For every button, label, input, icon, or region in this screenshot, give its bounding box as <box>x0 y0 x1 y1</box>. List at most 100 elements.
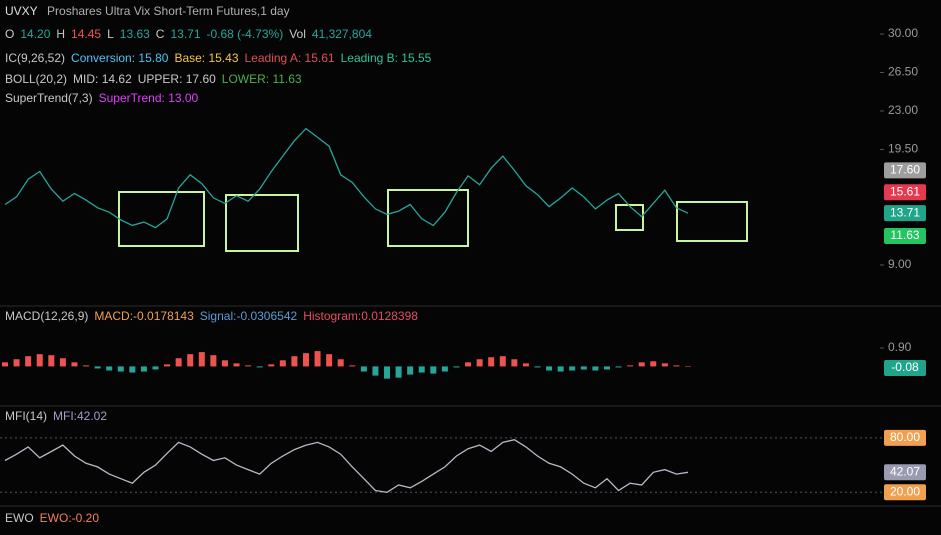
legend-text: UPPER: 17.60 <box>137 72 216 86</box>
legend-text: Leading B: 15.55 <box>340 51 432 65</box>
histogram-bar <box>615 366 622 368</box>
histogram-bar <box>36 354 43 367</box>
legend-row: MFI(14) MFI:42.02 <box>5 409 113 423</box>
histogram-bar <box>314 351 321 367</box>
annotation-box <box>676 201 748 242</box>
histogram-bar <box>140 366 147 372</box>
histogram-bar <box>465 362 472 367</box>
y-tick-label: 9.00 <box>888 257 912 271</box>
histogram-bar <box>638 362 645 367</box>
legend-text: SuperTrend: 13.00 <box>98 91 199 105</box>
annotation-box <box>387 189 469 247</box>
histogram-bar <box>511 359 518 367</box>
series-line <box>4 439 689 493</box>
title: Proshares Ultra Vix Short-Term Futures,1… <box>47 4 290 18</box>
histogram-bar <box>522 363 529 367</box>
histogram-bar <box>476 359 483 367</box>
histogram-bar <box>546 366 553 371</box>
price-badge-label: 20.00 <box>890 484 920 498</box>
histogram-bar <box>661 363 668 367</box>
legend-row: IC(9,26,52) Conversion: 15.80 Base: 15.43 L… <box>5 51 437 65</box>
annotation-box <box>225 194 299 252</box>
legend-text: Leading A: 15.61 <box>244 51 335 65</box>
histogram-bar <box>221 360 228 367</box>
header: UVXY Proshares Ultra Vix Short-Term Futu… <box>5 4 296 18</box>
price-badge <box>884 360 926 377</box>
legend-text: 14.45 <box>71 27 102 41</box>
price-badge <box>884 162 926 179</box>
histogram-bar <box>175 358 182 367</box>
price-badge-label: 42.07 <box>890 464 920 478</box>
legend-text: SuperTrend(7,3) <box>5 91 93 105</box>
histogram-bar <box>129 366 136 373</box>
histogram-bar <box>453 366 460 368</box>
histogram-bar <box>245 365 252 367</box>
y-tick-label: 26.50 <box>888 65 918 79</box>
price-badge-label: 11.63 <box>890 228 919 242</box>
histogram-bar <box>152 366 159 370</box>
histogram-bar <box>499 356 506 367</box>
legend-text: H <box>56 27 66 41</box>
y-tick-label: 23.00 <box>888 103 918 117</box>
histogram-bar <box>48 355 55 367</box>
histogram-bar <box>71 362 78 367</box>
histogram-bar <box>349 365 356 367</box>
histogram-bar <box>117 366 124 372</box>
histogram-bar <box>557 366 564 372</box>
histogram-bar <box>83 365 90 367</box>
histogram-bar <box>164 364 171 367</box>
legend-text: 41,327,804 <box>311 27 372 41</box>
legend-text: Base: 15.43 <box>174 51 239 65</box>
legend-text: L <box>107 27 114 41</box>
legend-text: MFI:42.02 <box>53 409 108 423</box>
legend-text: Histogram:0.0128398 <box>303 309 418 323</box>
histogram-bar <box>650 361 657 367</box>
histogram-bar <box>488 357 495 367</box>
histogram-bar <box>13 359 20 367</box>
histogram-bar <box>407 366 414 375</box>
histogram-bar <box>592 366 599 371</box>
histogram-bar <box>360 366 367 372</box>
legend-row: BOLL(20,2) MID: 14.62 UPPER: 17.60 LOWER: 1… <box>5 72 308 86</box>
histogram-bar <box>268 364 275 367</box>
price-badge-label: 15.61 <box>890 184 920 198</box>
legend-text: C <box>155 27 165 41</box>
price-badge-label: -0.08 <box>891 360 919 374</box>
price-badge <box>884 464 926 481</box>
price-badge <box>884 205 926 222</box>
annotation-boxes <box>118 189 748 252</box>
histogram-bar <box>59 358 66 367</box>
legend-text: MACD:-0.0178143 <box>94 309 194 323</box>
histogram-bar <box>256 366 263 368</box>
price-badge <box>884 429 926 446</box>
histogram-bar <box>302 353 309 367</box>
histogram-bar <box>418 366 425 373</box>
legend-text: LOWER: 11.63 <box>221 72 302 86</box>
annotation-box <box>615 204 644 231</box>
legend-row: O 14.20 H 14.45 L 13.63 C 13.71 -0.68 (-4.73%) Vo… <box>5 27 378 41</box>
histogram-bar <box>210 355 217 367</box>
histogram-bar <box>441 366 448 372</box>
legend-row: MACD(12,26,9) MACD:-0.0178143 Signal:-0.03… <box>5 309 424 323</box>
legend-text: MACD(12,26,9) <box>5 309 89 323</box>
price-badge <box>884 228 926 245</box>
legend-text: EWO <box>5 511 34 525</box>
histogram-bar <box>384 366 391 379</box>
histogram-bar <box>685 366 691 367</box>
legend-text: Signal:-0.0306542 <box>199 309 298 323</box>
histogram-bar <box>187 354 194 367</box>
histogram-bar <box>25 356 32 367</box>
y-tick-label: 19.50 <box>888 142 918 156</box>
legend-text: MFI(14) <box>5 409 47 423</box>
histogram-bar <box>233 363 240 367</box>
price-badge <box>884 484 926 501</box>
histogram-bar <box>569 366 576 371</box>
histogram-bar <box>534 366 541 368</box>
legend-row: EWO EWO:-0.20 <box>5 511 105 525</box>
legend-text: 13.63 <box>119 27 150 41</box>
annotation-box <box>118 191 205 247</box>
histogram-bar <box>395 366 402 378</box>
histogram-bar <box>279 360 286 367</box>
